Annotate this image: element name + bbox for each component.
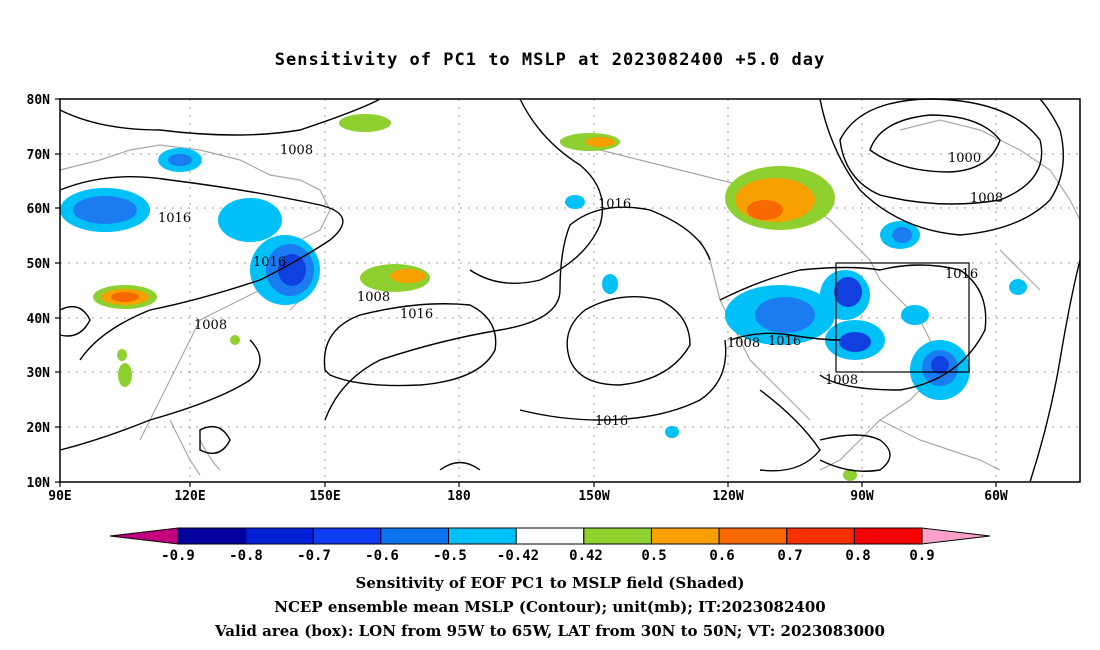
colorbar-label: -0.42: [497, 548, 539, 564]
contour-label: 1000: [948, 151, 981, 166]
colorbar-cell: [718, 527, 788, 545]
colorbar-cell: [380, 527, 450, 545]
colorbar-label: -0.7: [297, 548, 331, 564]
colorbar-label: 0.9: [909, 548, 934, 564]
colorbar-max-triangle: [921, 527, 991, 545]
map-frame-bg: [60, 99, 1080, 482]
contour-label: 1008: [727, 336, 760, 351]
lon-label: 120E: [174, 489, 205, 504]
lon-label: 60W: [984, 489, 1008, 504]
colorbar-cells: [177, 527, 923, 545]
contour-label: 1008: [280, 143, 313, 158]
colorbar-label: -0.9: [161, 548, 195, 564]
colorbar-label: -0.8: [229, 548, 263, 564]
lat-label: 10N: [27, 476, 51, 491]
lon-label: 150E: [309, 489, 340, 504]
colorbar-label: 0.8: [845, 548, 870, 564]
colorbar-cell: [448, 527, 517, 545]
lon-label: 90W: [850, 489, 874, 504]
lat-label: 20N: [27, 421, 51, 436]
lon-label: 120W: [712, 489, 743, 504]
colorbar-cell: [312, 527, 382, 545]
contour-label: 1008: [825, 373, 858, 388]
lon-label: 150W: [578, 489, 609, 504]
contour-label: 1016: [253, 255, 286, 270]
sensitivity-shading: [60, 114, 1027, 481]
colorbar-label: 0.7: [777, 548, 802, 564]
caption-valid-area: Valid area (box): LON from 95W to 65W, L…: [215, 622, 885, 640]
colorbar-label: -0.6: [365, 548, 399, 564]
lat-label: 80N: [27, 93, 51, 108]
contour-label: 1008: [194, 318, 227, 333]
colorbar-cell: [786, 527, 855, 545]
contour-label: 1016: [400, 307, 433, 322]
colorbar-label: 0.6: [709, 548, 734, 564]
contour-label: 1016: [595, 414, 628, 429]
colorbar-label: 0.5: [641, 548, 666, 564]
valid-area-box: [835, 262, 970, 373]
colorbar-cell: [583, 527, 652, 545]
contour-label: 1016: [598, 197, 631, 212]
contour-label: 1016: [158, 211, 191, 226]
colorbar-cell: [515, 527, 585, 545]
lat-label: 40N: [27, 312, 51, 327]
lat-labels: 80N 70N 60N 50N 40N 30N 20N 10N: [27, 93, 51, 491]
contour-labels: 1008 1016 1016 1000 1008 1016 1008 1016 …: [158, 143, 1003, 429]
colorbar-min-triangle: [109, 527, 179, 545]
colorbar: -0.9 -0.8 -0.7 -0.6 -0.5 -0.42 0.42 0.5 …: [109, 527, 991, 564]
caption-contour: NCEP ensemble mean MSLP (Contour); unit(…: [274, 598, 826, 616]
map-title: Sensitivity of PC1 to MSLP at 2023082400…: [274, 50, 826, 70]
contour-label: 1008: [357, 290, 390, 305]
colorbar-labels: -0.9 -0.8 -0.7 -0.6 -0.5 -0.42 0.42 0.5 …: [161, 548, 935, 564]
lat-label: 30N: [27, 366, 51, 381]
contour-label: 1016: [945, 267, 978, 282]
colorbar-cell: [245, 527, 314, 545]
lon-label: 90E: [48, 489, 71, 504]
lon-labels: 90E 120E 150E 180 150W 120W 90W 60W: [48, 489, 1008, 504]
map-frame-border: [59, 98, 1081, 483]
lat-label: 50N: [27, 257, 51, 272]
contour-label: 1016: [768, 334, 801, 349]
axis-ticks: [55, 98, 997, 487]
contour-label: 1008: [970, 191, 1003, 206]
colorbar-cell: [853, 527, 923, 545]
colorbar-cell: [650, 527, 720, 545]
lat-label: 60N: [27, 202, 51, 217]
colorbar-label: -0.5: [433, 548, 467, 564]
mslp-contours: [59, 98, 1081, 483]
colorbar-cell: [177, 527, 247, 545]
lat-label: 70N: [27, 148, 51, 163]
caption-shading: Sensitivity of EOF PC1 to MSLP field (Sh…: [355, 574, 745, 592]
lon-label: 180: [447, 489, 471, 504]
colorbar-label: 0.42: [569, 548, 603, 564]
